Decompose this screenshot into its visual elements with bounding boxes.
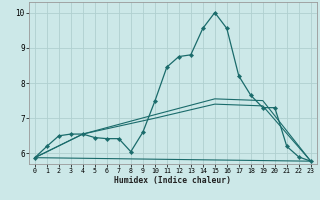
X-axis label: Humidex (Indice chaleur): Humidex (Indice chaleur) bbox=[114, 176, 231, 185]
